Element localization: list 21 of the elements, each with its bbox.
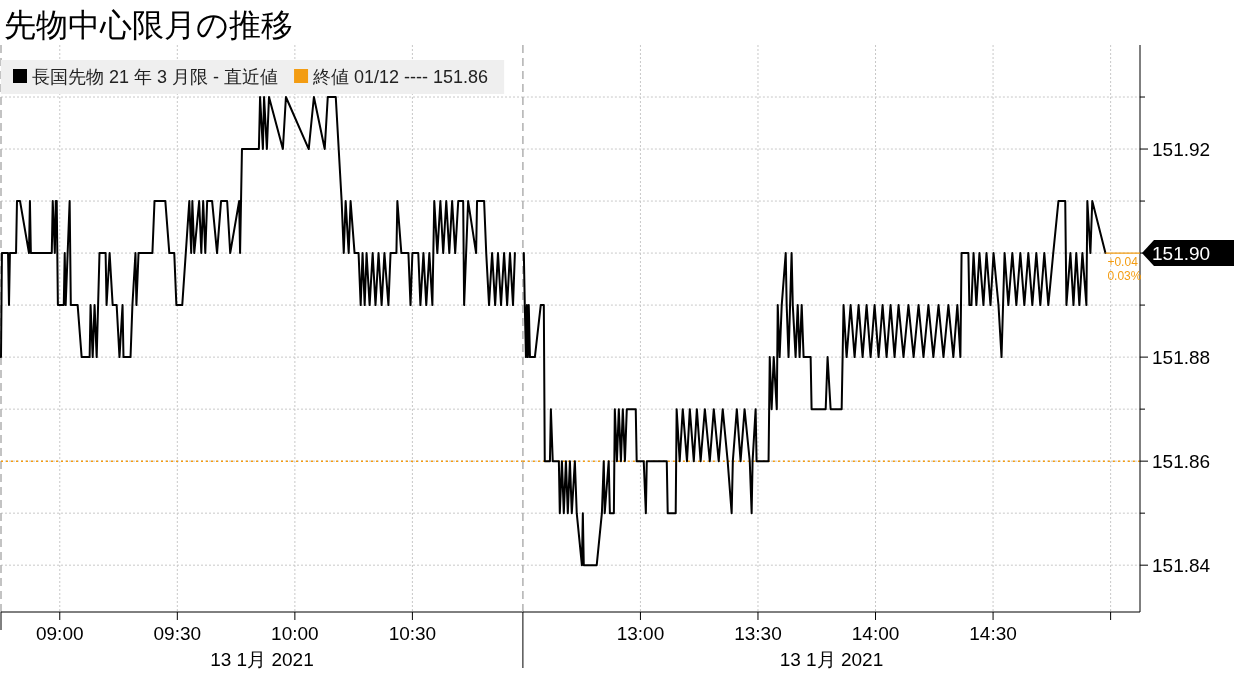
- x-tick-label: 14:00: [851, 623, 900, 644]
- x-tick-label: 09:30: [153, 623, 202, 644]
- line-series: [522, 200, 1107, 567]
- x-tick-label: 10:30: [388, 623, 437, 644]
- x-tick-label: 10:00: [271, 623, 319, 644]
- y-tick-label: 151.90: [1152, 243, 1211, 265]
- legend-label: 終値 01/12 ---- 151.86: [312, 67, 489, 87]
- chart-title: 先物中心限月の推移: [4, 6, 293, 44]
- x-tick-label: 09:00: [36, 623, 84, 644]
- x-axis-title: 13 1月 2021: [210, 649, 314, 670]
- y-tick-label: 151.86: [1152, 451, 1211, 473]
- x-axis-title: 13 1月 2021: [779, 649, 884, 670]
- x-tick-label: 13:30: [734, 623, 782, 644]
- y-tick-label: 151.92: [1152, 139, 1211, 161]
- x-tick-label: 14:30: [969, 623, 1017, 644]
- legend-label: 長国先物 21 年 3 月限 - 直近値: [32, 67, 279, 87]
- y-tick-label: 151.84: [1152, 555, 1211, 577]
- annotation: 0.03%: [1107, 269, 1142, 284]
- annotation: +0.04: [1107, 255, 1139, 270]
- y-tick-label: 151.88: [1152, 347, 1211, 369]
- x-tick-label: 13:00: [616, 623, 665, 644]
